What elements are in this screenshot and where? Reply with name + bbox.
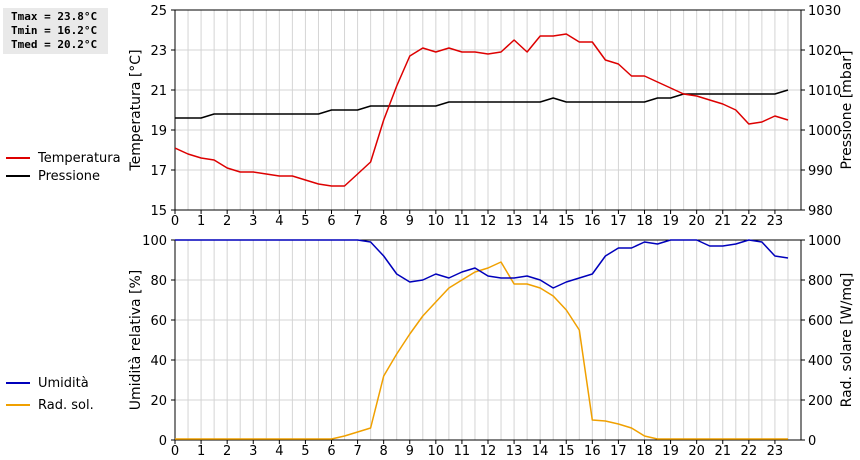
y2-tick-label: 1020 — [808, 44, 841, 59]
y2-tick-label: 1030 — [808, 4, 841, 19]
chart-panel-2: 0 1 2 3 4 5 6 7 8 9 10 11 12 13 14 15 16 17 18 19 20 21 22 2302… — [6, 234, 855, 459]
y2-tick-label: 990 — [808, 164, 833, 179]
x-tick-label: 8 — [380, 444, 388, 459]
x-tick-label: 19 — [662, 444, 679, 459]
x-tick-label: 13 — [506, 214, 523, 229]
x-tick-label: 6 — [327, 444, 335, 459]
x-tick-label: 18 — [636, 444, 653, 459]
tmed-text: Tmed = 20.2°C — [11, 38, 98, 51]
x-tick-label: 0 — [171, 214, 179, 229]
y2-tick-label: 1010 — [808, 84, 841, 99]
x-tick-label: 20 — [688, 214, 705, 229]
x-tick-label: 12 — [480, 214, 497, 229]
x-tick-label: 4 — [275, 214, 283, 229]
x-tick-label: 20 — [688, 444, 705, 459]
x-tick-label: 16 — [584, 214, 601, 229]
x-tick-label: 7 — [353, 214, 361, 229]
x-tick-label: 23 — [767, 444, 784, 459]
x-tick-label: 6 — [327, 214, 335, 229]
x-tick-label: 2 — [223, 444, 231, 459]
x-tick-label: 9 — [406, 444, 414, 459]
x-tick-label: 14 — [532, 444, 549, 459]
x-tick-label: 15 — [558, 214, 575, 229]
y-tick-label: 100 — [142, 234, 167, 249]
x-tick-label: 22 — [741, 214, 758, 229]
y2-tick-label: 1000 — [808, 124, 841, 139]
x-tick-label: 2 — [223, 214, 231, 229]
y-tick-label: 80 — [150, 274, 167, 289]
x-tick-label: 17 — [610, 214, 627, 229]
x-tick-label: 3 — [249, 444, 257, 459]
series-line-pressione — [175, 89, 789, 119]
y-tick-label: 15 — [150, 204, 167, 219]
stats-box: Tmax = 23.8°C Tmin = 16.2°C Tmed = 20.2°… — [3, 8, 108, 54]
x-tick-label: 3 — [249, 214, 257, 229]
x-tick-label: 5 — [301, 444, 309, 459]
legend-label-rad-sol: Rad. sol. — [38, 398, 94, 413]
series-line-umidit — [175, 239, 789, 289]
x-tick-label: 23 — [767, 214, 784, 229]
y-tick-label: 17 — [150, 164, 167, 179]
x-tick-label: 1 — [197, 444, 205, 459]
x-tick-label: 4 — [275, 444, 283, 459]
y2-axis-label: Pressione [mbar] — [839, 50, 855, 169]
chart-panel-1: 0 1 2 3 4 5 6 7 8 9 10 11 12 13 14 15 16 17 18 19 20 21 22 2315… — [6, 4, 855, 229]
x-tick-label: 21 — [714, 214, 731, 229]
legend-label-temperatura: Temperatura — [37, 151, 121, 166]
x-tick-label: 19 — [662, 214, 679, 229]
x-tick-label: 8 — [380, 214, 388, 229]
x-tick-label: 7 — [353, 444, 361, 459]
y2-axis-label: Rad. solare [W/mq] — [839, 273, 855, 408]
y2-tick-label: 200 — [808, 394, 833, 409]
x-tick-label: 5 — [301, 214, 309, 229]
x-tick-label: 18 — [636, 214, 653, 229]
y2-tick-label: 600 — [808, 314, 833, 329]
x-tick-label: 10 — [428, 214, 445, 229]
legend-label-umidit: Umidità — [38, 376, 89, 391]
x-tick-label: 15 — [558, 444, 575, 459]
y-tick-label: 60 — [150, 314, 167, 329]
x-tick-label: 17 — [610, 444, 627, 459]
y-tick-label: 19 — [150, 124, 167, 139]
y-axis-label: Temperatura [°C] — [128, 49, 144, 171]
x-tick-label: 14 — [532, 214, 549, 229]
legend-label-pressione: Pressione — [38, 169, 100, 184]
x-tick-label: 12 — [480, 444, 497, 459]
y2-tick-label: 0 — [808, 434, 816, 449]
y2-tick-label: 1000 — [808, 234, 841, 249]
y2-tick-label: 400 — [808, 354, 833, 369]
tmin-text: Tmin = 16.2°C — [11, 24, 98, 37]
x-tick-label: 16 — [584, 444, 601, 459]
x-tick-label: 1 — [197, 214, 205, 229]
x-tick-label: 9 — [406, 214, 414, 229]
x-tick-label: 11 — [454, 214, 471, 229]
y-tick-label: 20 — [150, 394, 167, 409]
y-tick-label: 23 — [150, 44, 167, 59]
y-tick-label: 40 — [150, 354, 167, 369]
y2-tick-label: 980 — [808, 204, 833, 219]
tmax-text: Tmax = 23.8°C — [11, 10, 98, 23]
y-tick-label: 0 — [159, 434, 167, 449]
y-tick-label: 25 — [150, 4, 167, 19]
series-line-temperatura — [175, 33, 789, 187]
series-line-rad-sol — [175, 261, 788, 440]
x-tick-label: 10 — [428, 444, 445, 459]
y2-tick-label: 800 — [808, 274, 833, 289]
y-axis-label: Umidità relativa [%] — [128, 270, 144, 411]
x-tick-label: 11 — [454, 444, 471, 459]
x-tick-label: 0 — [171, 444, 179, 459]
x-tick-label: 22 — [741, 444, 758, 459]
x-tick-label: 13 — [506, 444, 523, 459]
y-tick-label: 21 — [150, 84, 167, 99]
x-tick-label: 21 — [714, 444, 731, 459]
